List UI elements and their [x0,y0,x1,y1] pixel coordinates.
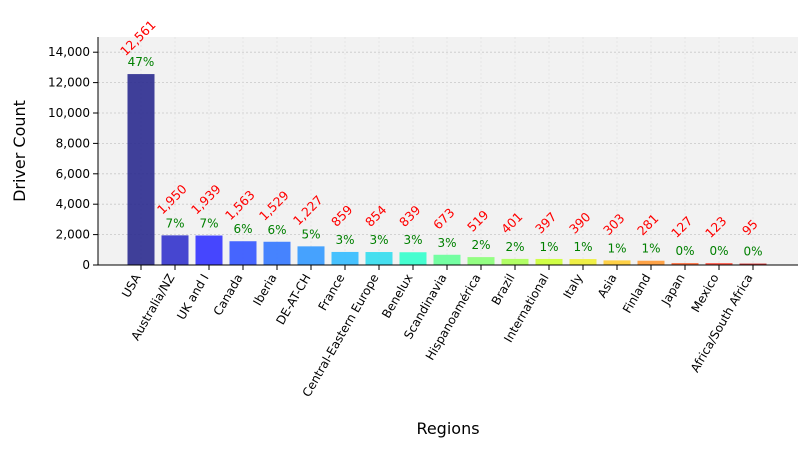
x-tick-label: Benelux [379,272,415,321]
percent-label: 0% [709,244,728,258]
x-tick-label: USA [119,271,144,300]
x-tick-label: Brazil [489,272,518,308]
percent-label: 6% [233,222,252,236]
x-tick-label: France [316,272,348,314]
bar-15 [637,260,665,265]
y-axis-title: Driver Count [10,100,29,202]
bar-1 [161,235,189,265]
x-tick-label: DE-AT-CH [273,272,313,328]
y-tick-label: 8,000 [56,136,90,150]
plot-area [98,37,798,265]
percent-label: 47% [128,55,155,69]
percent-label: 1% [539,240,558,254]
x-tick-label: Africa/South Africa [688,272,756,375]
y-tick-label: 10,000 [48,106,90,120]
bar-10 [467,257,495,265]
percent-label: 7% [199,217,218,231]
y-axis: 0 2,000 4,000 6,000 8,000 10,000 12,000 14,000 [48,45,98,272]
x-tick-label: Central-Eastern Europe [300,272,382,400]
percent-label: 5% [301,227,320,241]
x-tick-label: Iberia [250,272,279,309]
y-tick-label: 2,000 [56,228,90,242]
bar-13 [569,259,597,265]
bar-8 [399,252,427,265]
bar-4 [263,241,291,265]
percent-label: 3% [335,233,354,247]
bar-6 [331,251,359,265]
bar-18 [739,263,767,265]
x-tick-label: UK and I [174,272,211,323]
bar-11 [501,258,529,265]
percent-label: 3% [437,236,456,250]
bar-14 [603,260,631,265]
bar-9 [433,254,461,265]
x-tick-label: Mexico [689,272,722,315]
bar-3 [229,241,257,265]
percent-label: 1% [607,241,626,255]
y-tick-label: 14,000 [48,45,90,59]
bar-16 [671,263,699,265]
bars [127,74,767,265]
percent-label: 7% [165,216,184,230]
percent-label: 6% [267,223,286,237]
bar-5 [297,246,325,265]
x-tick-label: Asia [595,272,620,301]
y-tick-label: 0 [82,258,90,272]
x-tick-label: Finland [620,272,654,316]
percent-label: 3% [403,233,422,247]
percent-label: 1% [641,242,660,256]
x-tick-label: Italy [560,272,585,302]
y-tick-label: 4,000 [56,197,90,211]
bar-0 [127,74,155,265]
percent-label: 2% [471,238,490,252]
bar-17 [705,263,733,265]
y-tick-label: 12,000 [48,76,90,90]
x-tick-label: Japan [658,272,687,309]
percent-label: 0% [743,245,762,259]
x-tick-label: Canada [211,272,246,319]
bar-2 [195,235,223,265]
bar-7 [365,252,393,265]
percent-label: 3% [369,233,388,247]
x-axis-title: Regions [416,419,479,438]
percent-label: 1% [573,240,592,254]
y-tick-label: 6,000 [56,167,90,181]
percent-label: 2% [505,240,524,254]
percent-label: 0% [675,244,694,258]
bar-12 [535,258,563,265]
